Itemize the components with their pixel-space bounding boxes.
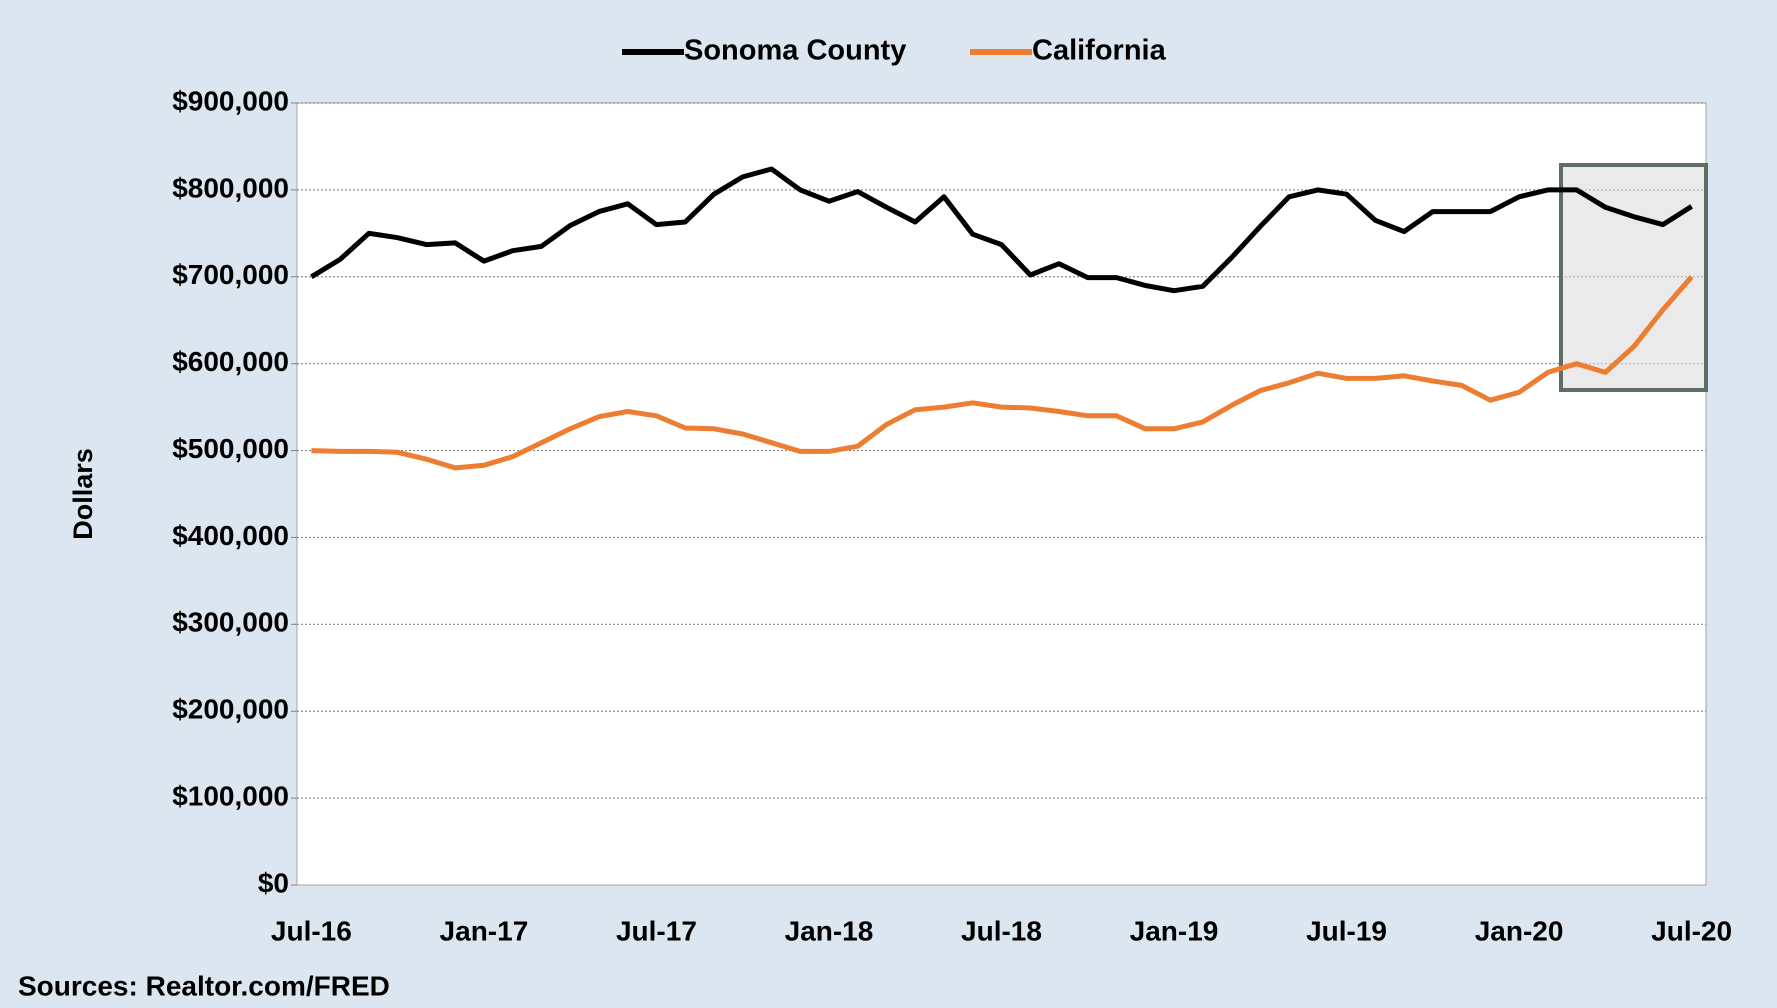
y-tick-label: $0 [258,867,289,898]
x-tick-label: Jul-20 [1651,915,1732,946]
series-line [310,166,1693,294]
x-tick-label: Jan-19 [1130,915,1219,946]
y-tick-label: $200,000 [172,694,289,725]
series-line [311,275,1694,471]
highlight-box [1559,163,1708,392]
y-tick-label: $300,000 [172,607,289,638]
plot-area [296,102,1707,886]
x-tick-label: Jan-18 [785,915,874,946]
x-tick-label: Jan-20 [1475,915,1564,946]
y-tick-label: $900,000 [172,85,289,116]
y-tick-label: $600,000 [172,346,289,377]
x-tick-label: Jul-16 [271,915,352,946]
x-tick-label: Jul-18 [961,915,1042,946]
legend-label: California [1032,35,1167,67]
x-tick-label: Jan-17 [440,915,529,946]
y-tick-label: $100,000 [172,781,289,812]
x-tick-label: Jul-19 [1306,915,1387,946]
y-tick-label: $400,000 [172,520,289,551]
legend-label: Sonoma County [684,35,906,67]
y-tick-label: $500,000 [172,433,289,464]
y-tick-label: $700,000 [172,259,289,290]
y-tick-label: $800,000 [172,172,289,203]
y-axis-label: Dollars [68,448,98,540]
source-note: Sources: Realtor.com/FRED [18,970,390,1001]
x-tick-label: Jul-17 [616,915,697,946]
